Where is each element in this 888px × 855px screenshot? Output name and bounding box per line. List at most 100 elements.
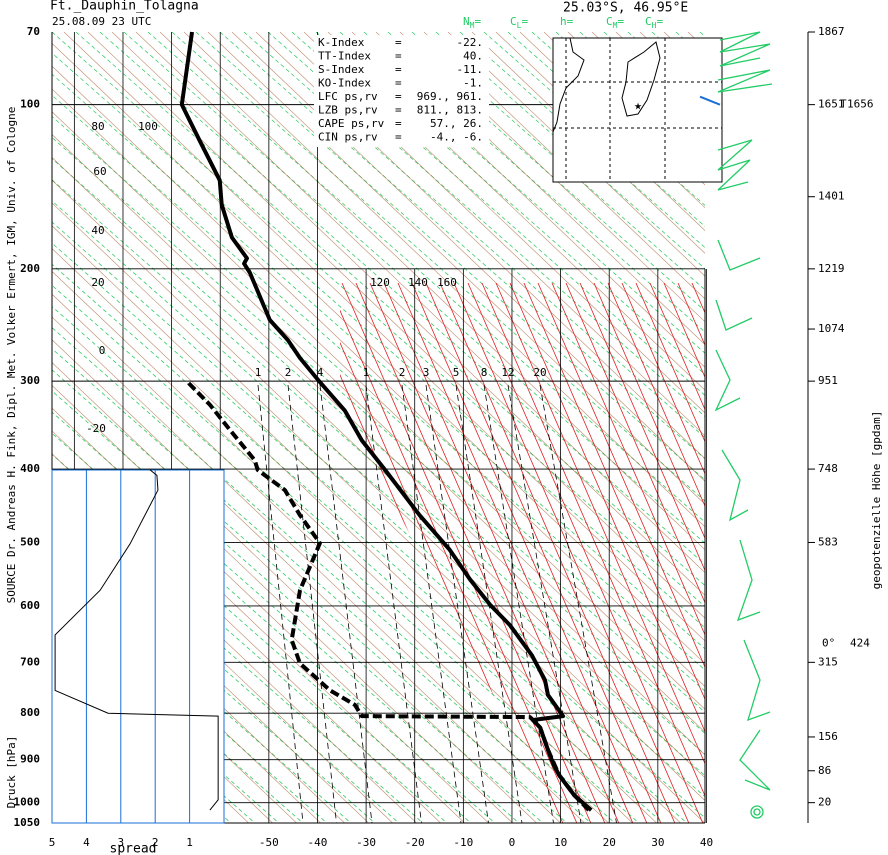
spread-grid [51, 469, 219, 823]
cloud-sub: L [517, 21, 522, 30]
freezing-label: 0° [822, 636, 835, 649]
mixing-ratio-line [401, 384, 462, 824]
isotherm-diagonal [52, 137, 705, 713]
y-tick-label: 500 [20, 535, 40, 548]
dry-adiabat [159, 32, 705, 551]
dry-adiabat [52, 521, 370, 823]
mixing-ratio-line [483, 384, 554, 824]
moist-adiabat [439, 283, 686, 823]
moist-adiabat [635, 283, 705, 823]
mixing-ratio-lines: 1 2 4 1 2 3 5 8 12 20 [255, 366, 617, 824]
mixing-ratio-label: 2 [399, 366, 406, 379]
x-tick-label: 0 [509, 836, 516, 849]
barb [715, 299, 753, 331]
barb [714, 349, 741, 412]
index-value: -1. [463, 77, 483, 90]
dry-adiabat [87, 32, 705, 619]
x-tick-label: 20 [603, 836, 616, 849]
dry-adiabat [135, 32, 705, 573]
isotherm-diagonal [147, 32, 705, 523]
moist-adiabat [649, 283, 705, 823]
index-value: 969., 961. [417, 90, 483, 103]
temperature-line [179, 31, 593, 812]
isotherm-diagonal [171, 32, 705, 502]
dry-adiabat [351, 32, 705, 368]
dry-adiabat [52, 430, 466, 823]
source: SOURCE Dr. Andreas H. Fink, Dipl. Met. V… [5, 107, 18, 604]
theta-label: 160 [437, 276, 457, 289]
y-tick-label: 70 [27, 25, 40, 38]
moist-adiabat [509, 283, 705, 823]
height-tick-label: 315 [818, 655, 838, 668]
moist-adiabat [467, 283, 705, 823]
height-tick-label: 20 [818, 796, 831, 809]
dry-adiabat [52, 111, 705, 733]
cloud-eq: = [474, 15, 481, 28]
dry-adiabat [52, 156, 705, 779]
x-tick-label: -50 [259, 836, 279, 849]
map-star: ★ [634, 99, 642, 114]
isotherm-diagonal [243, 32, 705, 439]
mixing-ratio-label: 3 [423, 366, 430, 379]
index-label: CIN ps,rv [318, 131, 378, 144]
isotherm-diagonal [52, 32, 705, 608]
spread-tick-label: 4 [83, 836, 90, 849]
barb [739, 729, 771, 791]
barb [717, 69, 773, 93]
x-tick-label: 10 [554, 836, 567, 849]
isotherm-diagonal [291, 32, 705, 396]
spread-tick-label: 5 [49, 836, 56, 849]
moist-adiabat [691, 283, 705, 823]
y-tick-label: 1000 [14, 796, 41, 809]
index-eq: = [395, 131, 402, 144]
isotherm-diagonal [123, 32, 705, 544]
index-eq: = [395, 50, 402, 63]
height-tick-label: 1219 [818, 262, 845, 275]
cloud-symbol: h [560, 15, 567, 28]
isotherm-diagonal [363, 32, 705, 333]
mixing-ratio-line [507, 384, 582, 824]
isotherm-diagonal [195, 32, 705, 481]
cloud-sub: M [613, 21, 618, 30]
barb [717, 239, 761, 271]
moist-adiabat [621, 283, 705, 823]
moist-adiabat [734, 283, 888, 847]
mixing-ratio-label: 5 [453, 366, 460, 379]
dry-adiabat [52, 544, 346, 823]
map-island [621, 41, 661, 117]
mixing-ratio-line [319, 384, 373, 824]
theta-label: 60 [93, 165, 106, 178]
index-label: KO-Index [318, 77, 371, 90]
index-eq: = [395, 90, 402, 103]
cloud-sub: M [470, 21, 475, 30]
index-value: -4., -6. [430, 131, 483, 144]
index-eq: = [395, 36, 402, 49]
dry-adiabat [52, 407, 490, 823]
barb [717, 139, 753, 191]
cloud-symbol: N [463, 15, 470, 28]
cloud-symbol: C [645, 15, 652, 28]
isotherm-diagonal [724, 32, 888, 824]
y-tick-label: 200 [20, 262, 40, 275]
dry-adiabat [52, 248, 658, 823]
mixing-ratio-line [425, 384, 489, 824]
dry-adiabat [375, 32, 705, 345]
theta-label: 80 [91, 120, 104, 133]
index-eq: = [395, 117, 402, 130]
height-tick-label: 1651 [818, 98, 845, 111]
moist-adiabat [481, 283, 705, 823]
mixing-ratio-label: 12 [501, 366, 514, 379]
index-label: S-Index [318, 63, 365, 76]
cloud-label: h= [560, 15, 574, 28]
mixing-ratio-label: 1 [363, 366, 370, 379]
dry-adiabat [52, 567, 322, 823]
dry-adiabat [52, 362, 538, 823]
y-tick-label: 1050 [14, 816, 41, 829]
barb [721, 449, 749, 522]
tropopause-label: T [840, 98, 847, 111]
inset-map: ★ [552, 37, 723, 183]
cloud-label: NM= [463, 15, 481, 30]
isotherm-diagonal [52, 73, 705, 650]
moist-adiabat [340, 283, 560, 823]
index-eq: = [395, 104, 402, 117]
